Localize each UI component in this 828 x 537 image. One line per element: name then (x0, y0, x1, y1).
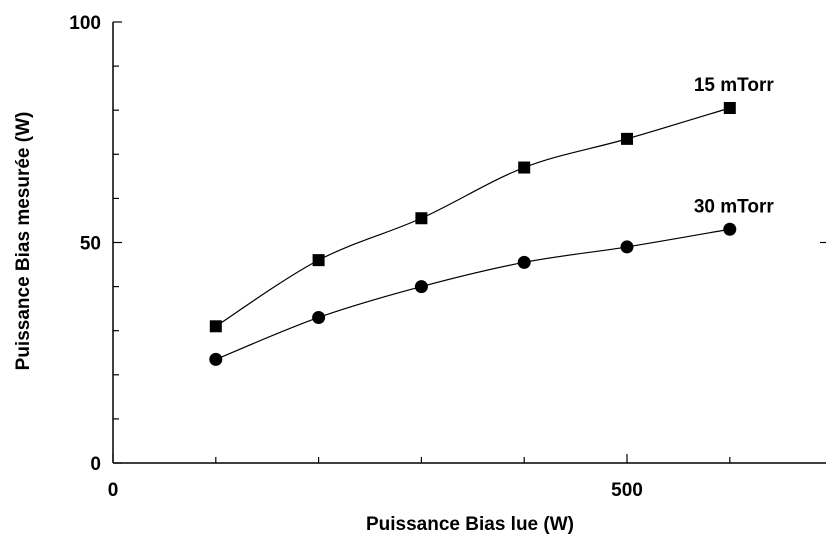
x-tick-label: 0 (108, 480, 119, 501)
circle-marker (517, 255, 531, 269)
circle-marker (414, 280, 428, 294)
circle-marker (312, 310, 326, 324)
x-tick-label: 500 (611, 480, 643, 501)
series-label-30-mtorr: 30 mTorr (694, 196, 775, 217)
circle-marker (723, 222, 737, 236)
y-axis-title: Puissance Bias mesurée (W) (13, 112, 34, 371)
series-line-30-mtorr (215, 228, 730, 360)
circle-marker (209, 352, 223, 366)
series-markers (209, 101, 737, 366)
square-marker (723, 101, 736, 114)
series-curves (215, 107, 730, 360)
square-marker (209, 320, 222, 333)
square-marker (518, 161, 531, 174)
y-tick-label: 0 (90, 454, 101, 475)
square-marker (312, 254, 325, 267)
series-line-15-mtorr (215, 107, 730, 327)
square-marker (621, 132, 633, 145)
series-label-15-mtorr: 15 mTorr (694, 75, 775, 96)
series-labels: 15 mTorr 30 mTorr (694, 75, 775, 217)
axis-tick-labels: 0 500 0 50 100 (69, 13, 643, 501)
x-axis-title: Puissance Bias lue (W) (366, 514, 574, 535)
axis-ticks (112, 21, 826, 464)
square-marker (415, 212, 428, 225)
y-tick-label: 50 (80, 234, 101, 255)
y-tick-label: 100 (69, 13, 101, 34)
circle-marker (620, 240, 634, 254)
